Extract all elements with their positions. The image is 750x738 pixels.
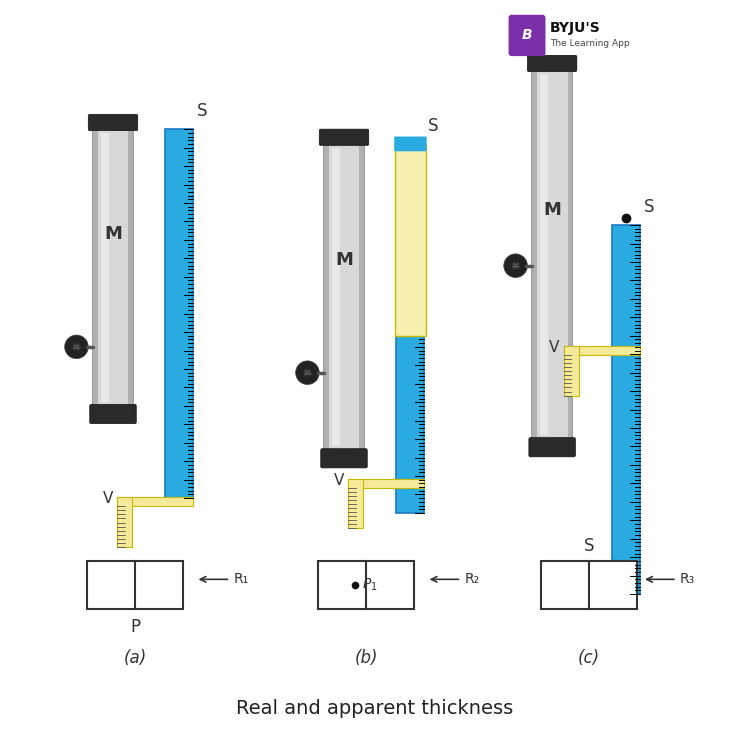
- Bar: [318, 561, 414, 609]
- Text: B: B: [522, 29, 532, 42]
- Text: R₂: R₂: [464, 573, 479, 586]
- FancyBboxPatch shape: [90, 404, 136, 424]
- Bar: [100, 133, 109, 402]
- Bar: [541, 561, 637, 609]
- Bar: [118, 497, 194, 506]
- Bar: [93, 129, 98, 406]
- Bar: [397, 144, 424, 513]
- Bar: [612, 225, 640, 594]
- Text: Real and apparent thickness: Real and apparent thickness: [236, 699, 514, 718]
- Bar: [568, 70, 572, 439]
- Text: (c): (c): [578, 649, 600, 667]
- Bar: [532, 70, 537, 439]
- Text: S: S: [584, 537, 594, 555]
- FancyBboxPatch shape: [509, 15, 545, 56]
- Bar: [128, 129, 133, 406]
- Text: (b): (b): [355, 649, 378, 667]
- Bar: [332, 148, 340, 446]
- Text: M: M: [335, 252, 353, 269]
- Text: V: V: [549, 340, 560, 355]
- Text: S: S: [644, 199, 655, 216]
- Text: S: S: [428, 117, 439, 135]
- FancyBboxPatch shape: [320, 129, 369, 145]
- Circle shape: [296, 361, 320, 384]
- Bar: [118, 497, 132, 547]
- Circle shape: [64, 335, 88, 359]
- FancyBboxPatch shape: [527, 55, 577, 72]
- Text: R₁: R₁: [233, 573, 248, 586]
- Text: (a): (a): [124, 649, 147, 667]
- Bar: [359, 144, 364, 450]
- FancyBboxPatch shape: [321, 449, 368, 468]
- FancyBboxPatch shape: [529, 438, 575, 457]
- FancyBboxPatch shape: [394, 137, 427, 151]
- Text: $P_1$: $P_1$: [362, 576, 378, 593]
- Bar: [324, 144, 328, 450]
- Text: S: S: [196, 103, 207, 120]
- Bar: [87, 561, 183, 609]
- FancyBboxPatch shape: [88, 114, 138, 131]
- Bar: [395, 144, 426, 336]
- Bar: [93, 129, 134, 406]
- Text: P: P: [130, 618, 140, 635]
- Text: The Learning App: The Learning App: [550, 39, 629, 48]
- Bar: [540, 74, 548, 435]
- Bar: [532, 70, 572, 439]
- Text: R₃: R₃: [680, 573, 695, 586]
- Text: M: M: [543, 201, 561, 219]
- Bar: [324, 144, 364, 450]
- Text: V: V: [334, 473, 344, 488]
- Circle shape: [504, 254, 527, 277]
- Bar: [349, 479, 424, 488]
- Text: BYJU'S: BYJU'S: [550, 21, 601, 35]
- Bar: [349, 479, 363, 528]
- Text: M: M: [104, 225, 122, 244]
- Text: V: V: [103, 492, 113, 506]
- Bar: [564, 346, 640, 355]
- Bar: [564, 346, 579, 396]
- Bar: [166, 129, 194, 498]
